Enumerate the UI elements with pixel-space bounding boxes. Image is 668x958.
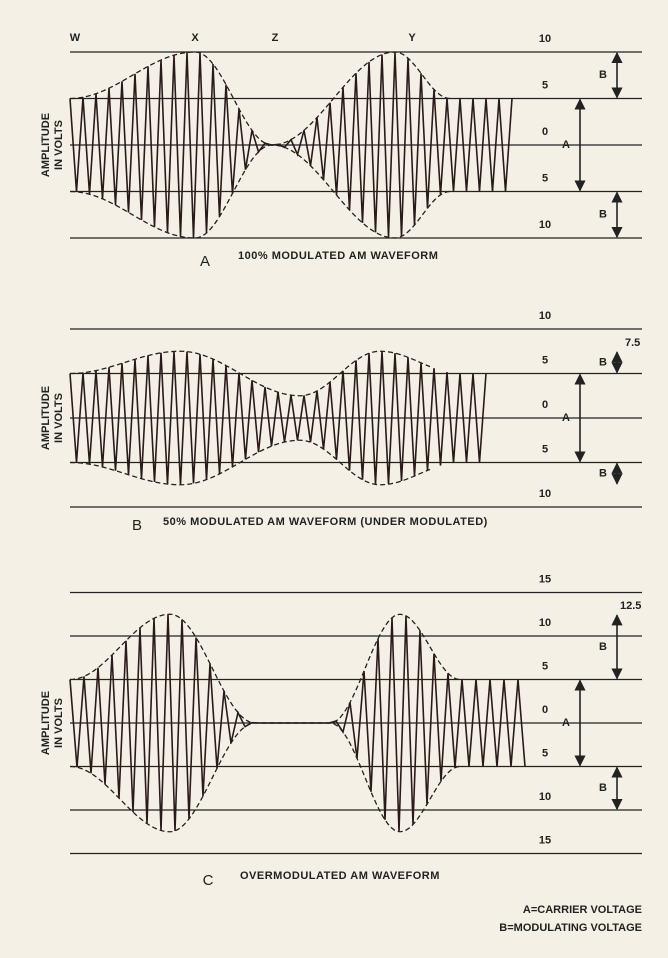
point-label: W [70, 32, 81, 44]
legend-modulating: B=MODULATING VOLTAGE [499, 922, 642, 934]
scale-label: 15 [539, 573, 551, 585]
axis-label: IN VOLTS [53, 698, 65, 748]
scale-label: 5 [542, 172, 548, 184]
panel-letter: A [200, 253, 210, 270]
arrow-label: B [599, 209, 607, 221]
peak-label: 7.5 [625, 337, 640, 349]
envelope [69, 51, 452, 146]
scale-label: 10 [539, 310, 551, 322]
envelope [69, 613, 463, 724]
scale-label: 0 [542, 399, 548, 411]
arrow-label: B [599, 468, 607, 480]
arrow-label: B [599, 782, 607, 794]
scale-label: 0 [542, 704, 548, 716]
axis-label: AMPLITUDE [40, 386, 52, 450]
scale-label: 10 [539, 617, 551, 629]
axis-label: IN VOLTS [53, 393, 65, 443]
axis-label: AMPLITUDE [40, 113, 52, 177]
scale-label: 5 [542, 747, 548, 759]
arrow-label: A [562, 139, 570, 151]
panel-caption: OVERMODULATED AM WAVEFORM [240, 870, 440, 882]
scale-label: 15 [539, 834, 551, 846]
scale-label: 10 [539, 488, 551, 500]
scale-label: 5 [542, 443, 548, 455]
arrow-label: A [562, 717, 570, 729]
scale-label: 0 [542, 126, 548, 138]
arrow-label: A [562, 412, 570, 424]
arrow-label: B [599, 641, 607, 653]
scale-label: 10 [539, 33, 551, 45]
legend-carrier: A=CARRIER VOLTAGE [523, 904, 642, 916]
arrow-label: B [599, 356, 607, 368]
scale-label: 5 [542, 79, 548, 91]
scale-label: 10 [539, 219, 551, 231]
peak-label: 12.5 [620, 600, 641, 612]
arrow-label: B [599, 69, 607, 81]
panel-letter: C [203, 872, 214, 889]
panel-caption: 100% MODULATED AM WAVEFORM [238, 250, 438, 262]
scale-label: 10 [539, 791, 551, 803]
scale-label: 5 [542, 660, 548, 672]
point-label: X [191, 32, 199, 44]
scale-label: 5 [542, 354, 548, 366]
point-label: Z [272, 32, 279, 44]
envelope [69, 722, 463, 833]
envelope [69, 144, 452, 239]
point-label: Y [408, 32, 416, 44]
axis-label: IN VOLTS [53, 120, 65, 170]
panel-caption: 50% MODULATED AM WAVEFORM (UNDER MODULAT… [163, 516, 488, 528]
panel-letter: B [132, 517, 142, 534]
axis-label: AMPLITUDE [40, 691, 52, 755]
